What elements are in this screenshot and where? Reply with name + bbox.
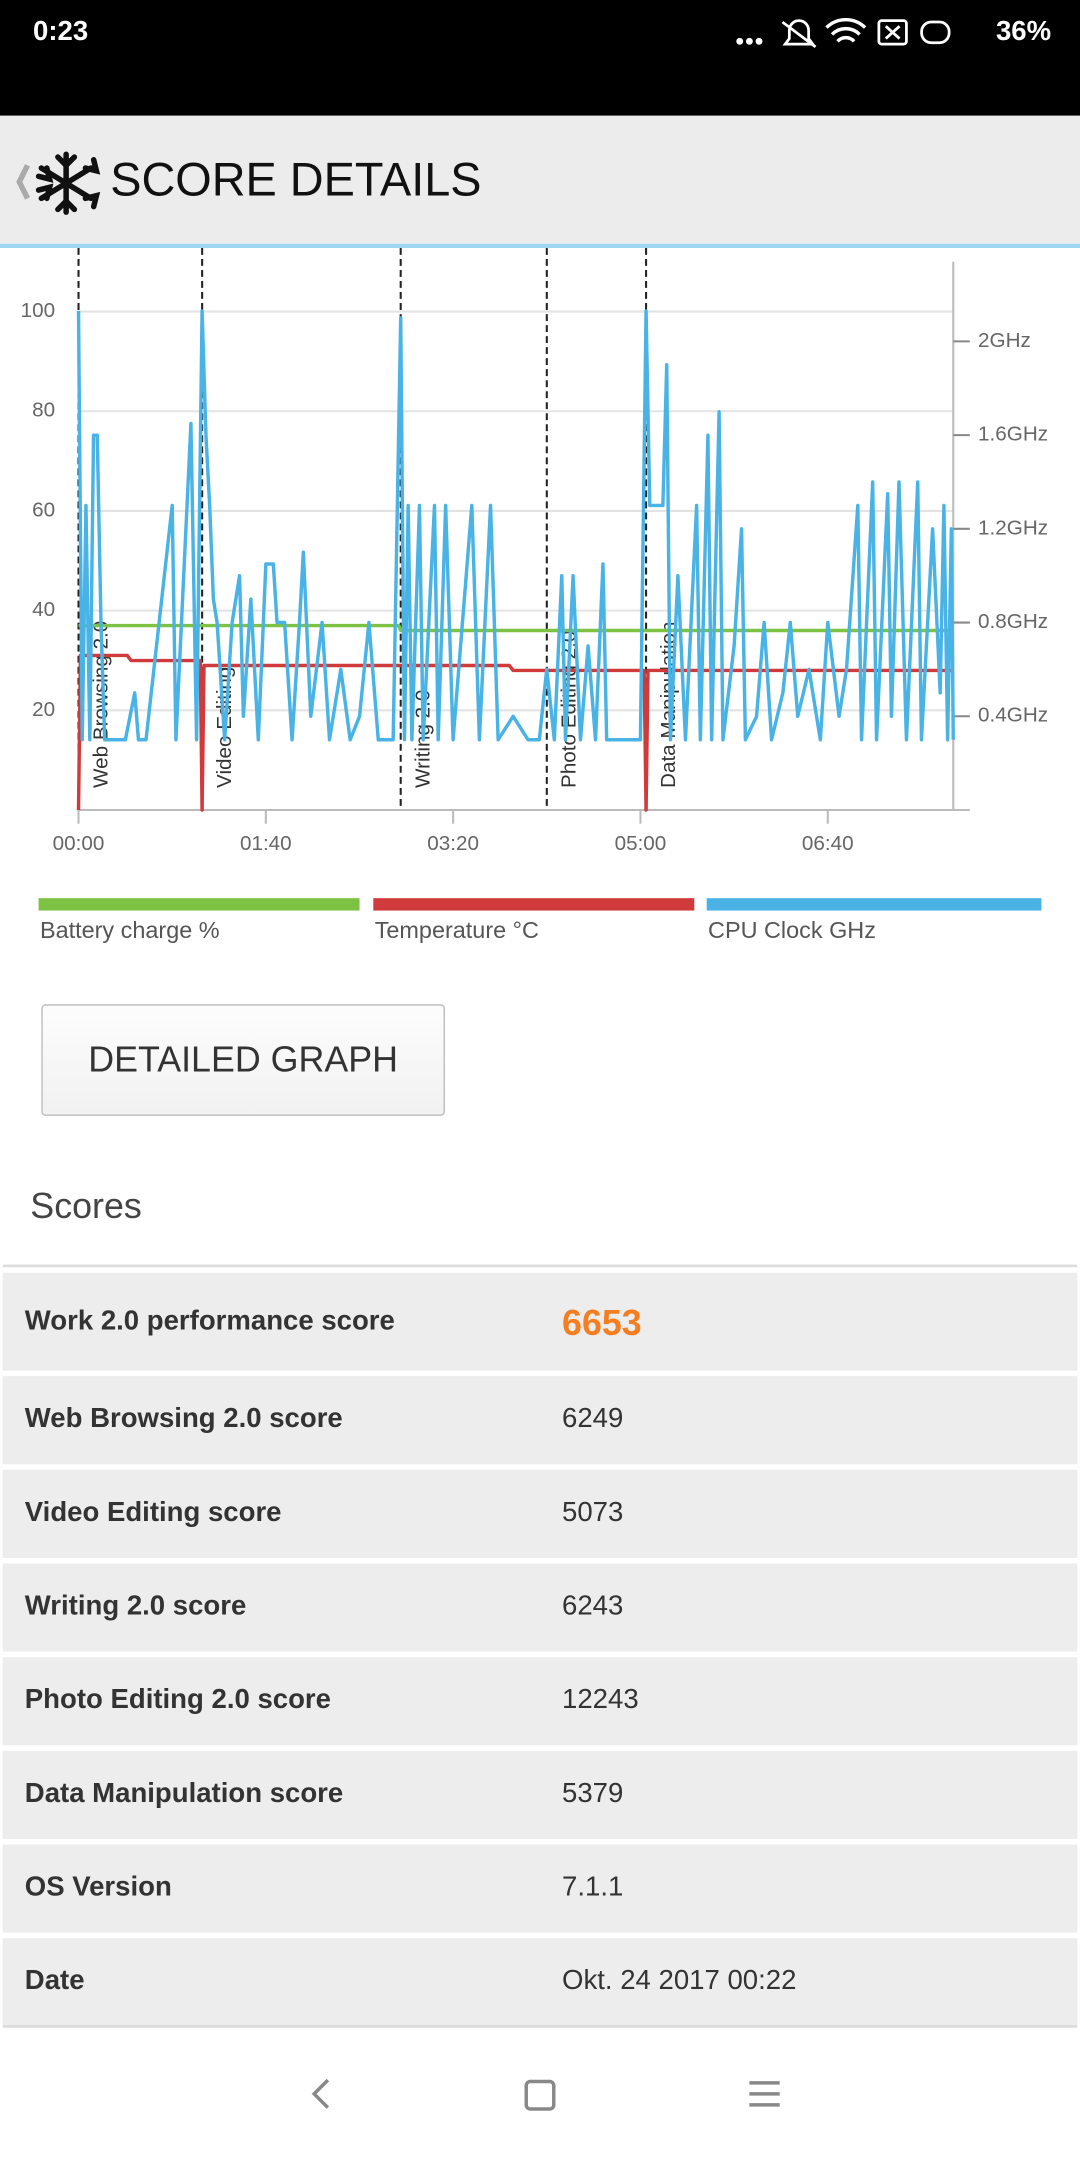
y-tick-label: 80 <box>32 399 55 422</box>
navigation-bar <box>311 2078 780 2111</box>
back-snowflake-icon[interactable] <box>8 149 104 218</box>
divider <box>2 2024 1078 2028</box>
legend-label: Battery charge % <box>39 917 220 944</box>
score-row: Video Editing score 5073 <box>2 1464 1078 1559</box>
score-label: Data Manipulation score <box>24 1778 344 1809</box>
score-row: OS Version 7.1.1 <box>2 1839 1078 1933</box>
score-row: Web Browsing 2.0 score 6249 <box>2 1370 1078 1465</box>
y-tick-label: 60 <box>32 498 55 521</box>
score-value: 6243 <box>562 1591 624 1622</box>
score-label: Writing 2.0 score <box>24 1591 247 1622</box>
legend-swatch <box>706 898 1042 911</box>
score-row: Work 2.0 performance score 6653 <box>2 1267 1078 1371</box>
y2-tick-label: 0.8GHz <box>978 610 1048 633</box>
page-title: SCORE DETAILS <box>110 154 482 207</box>
legend-swatch <box>38 898 360 911</box>
nav-home[interactable] <box>524 2079 556 2111</box>
score-row: Writing 2.0 score 6243 <box>2 1558 1078 1652</box>
x-tick-label: 03:20 <box>427 832 479 855</box>
chart: 20 40 60 80 100 0.4GHz 0.8GHz 1.2GHz 1.6GHz 2GHz 0… <box>21 247 1048 855</box>
series-line <box>76 653 954 812</box>
score-value: Okt. 24 2017 00:22 <box>562 1965 797 1997</box>
x-tick-label: 05:00 <box>615 832 667 855</box>
score-label: Date <box>24 1965 85 1997</box>
score-value: 6249 <box>562 1403 624 1435</box>
section-label: Web Browsing 2.0 <box>89 621 112 788</box>
score-label: Work 2.0 performance score <box>24 1305 395 1336</box>
nav-back[interactable] <box>311 2078 330 2109</box>
score-row: Photo Editing 2.0 score 12243 <box>2 1651 1078 1746</box>
clock: 0:23 <box>33 16 89 47</box>
legend: Battery charge % Temperature °C CPU Clock … <box>0 898 1080 953</box>
score-label: Web Browsing 2.0 score <box>24 1403 343 1435</box>
x-tick-label: 01:40 <box>240 832 292 855</box>
detailed-graph-button[interactable]: DETAILED GRAPH <box>41 1004 445 1116</box>
y2-tick-label: 2GHz <box>978 329 1031 352</box>
y2-tick-label: 1.6GHz <box>978 423 1048 446</box>
app-header: SCORE DETAILS <box>0 115 1080 248</box>
y2-tick-label: 0.4GHz <box>978 704 1048 727</box>
score-value: 5073 <box>562 1497 624 1528</box>
y2-tick-label: 1.2GHz <box>978 516 1048 539</box>
score-row: Data Manipulation score 5379 <box>2 1745 1078 1840</box>
score-value: 12243 <box>562 1684 639 1716</box>
score-label: Photo Editing 2.0 score <box>24 1684 331 1716</box>
y-tick-label: 40 <box>32 598 55 621</box>
y-tick-label: 100 <box>21 299 55 322</box>
nav-menu[interactable] <box>749 2081 780 2107</box>
status-bar: 0:23 36% <box>0 0 1080 116</box>
battery-level: 36% <box>995 16 1052 47</box>
score-value: 6653 <box>562 1301 642 1343</box>
score-value: 5379 <box>562 1778 624 1809</box>
score-label: Video Editing score <box>24 1497 282 1528</box>
legend-label: CPU Clock GHz <box>708 917 876 944</box>
legend-swatch <box>373 898 695 911</box>
series-line <box>78 623 954 633</box>
status-icons <box>736 17 951 48</box>
y-tick-label: 20 <box>32 698 55 721</box>
score-label: OS Version <box>24 1872 172 1903</box>
divider <box>2 1264 1078 1268</box>
score-row: Date Okt. 24 2017 00:22 <box>2 1932 1078 2027</box>
legend-label: Temperature °C <box>374 917 539 944</box>
x-tick-label: 00:00 <box>53 832 105 855</box>
x-tick-label: 06:40 <box>802 832 854 855</box>
score-value: 7.1.1 <box>562 1872 624 1903</box>
scores-heading: Scores <box>30 1184 142 1227</box>
series-line <box>76 309 955 742</box>
